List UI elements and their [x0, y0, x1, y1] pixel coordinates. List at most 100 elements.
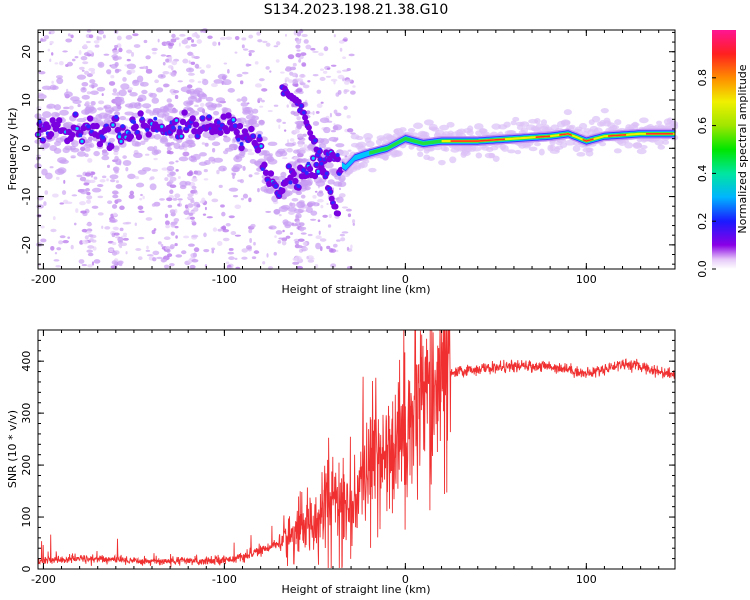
spectrogram-y-ticks: 20 10 0 -10 -20 [20, 31, 675, 265]
spectrogram-halo [135, 182, 145, 188]
spectrogram-halo [228, 187, 239, 192]
spectrogram-branch-blob [307, 130, 314, 137]
spectrogram-ridge-blob [248, 125, 255, 133]
spectrogram-noise-speck [292, 79, 299, 85]
spectrogram-ridge-blob [137, 110, 144, 117]
spectrogram-halo [241, 96, 248, 103]
spectrogram-noise-speck [165, 224, 170, 229]
spectrogram-noise-speck [112, 88, 118, 93]
spectrogram-noise-speck [253, 250, 260, 254]
spectrogram-noise-speck [189, 264, 196, 269]
colorbar-tick-label: 0.4 [696, 165, 709, 183]
spectrogram-noise-speck [262, 40, 268, 44]
spectrogram-halo [268, 225, 277, 230]
spectrogram-noise-speck [203, 232, 207, 238]
spectrogram-noise-speck [179, 202, 182, 207]
spectrogram-halo [90, 90, 99, 95]
spectrogram-halo [50, 111, 60, 118]
spectrogram-noise-speck [220, 204, 225, 208]
spectrogram-halo [42, 142, 51, 148]
spectrogram-branch-blob [305, 124, 312, 131]
spectrogram-noise-speck [129, 190, 135, 196]
spectrogram-halo [70, 147, 80, 153]
spectrogram-noise-speck [56, 247, 62, 251]
spectrogram-noise-speck [86, 249, 94, 253]
spectrogram-noise-speck [303, 39, 309, 44]
spectrogram-ridge-core [86, 124, 91, 129]
spectrogram-halo [171, 108, 179, 114]
spectrogram-halo [670, 120, 679, 127]
colorbar-tick-label: 0.8 [696, 69, 709, 87]
spectrogram-halo [312, 121, 320, 126]
spectrogram-noise-speck [241, 71, 249, 75]
spectrogram-halo [76, 118, 87, 123]
spectrogram-halo [197, 107, 205, 113]
spectrogram-noise-speck [73, 222, 77, 226]
spectrogram-noise-speck [298, 59, 302, 63]
spectrogram-noise-speck [174, 242, 178, 247]
spectrogram-halo [568, 124, 576, 130]
spectrogram-ridge-core [335, 152, 340, 157]
spectrogram-noise-speck [194, 63, 200, 69]
snr-y-tick-label: 300 [20, 403, 33, 424]
spectrogram-ridge-blob [135, 133, 143, 141]
spectrogram-noise-speck [225, 36, 233, 40]
spectrogram-noise-speck [212, 41, 217, 47]
spectrogram-noise-speck [84, 172, 92, 177]
spectrogram-halo [229, 143, 238, 149]
spectrogram-noise-speck [212, 147, 216, 153]
spectrogram-ridge-core [135, 130, 140, 135]
spectrogram-noise-speck [218, 41, 221, 46]
spectrogram-x-ticks: -200 -100 0 100 [31, 30, 660, 286]
spectrogram-noise-speck [201, 28, 209, 34]
spectrogram-noise-speck [273, 45, 279, 48]
spectrogram-noise-speck [297, 140, 305, 146]
spectrogram-noise-speck [110, 75, 115, 79]
spectrogram-noise-speck [211, 247, 216, 251]
spectrogram-ridge-core [260, 166, 265, 171]
spectrogram-halo [337, 181, 347, 187]
spectrogram-halo [59, 109, 69, 116]
spectrogram-ridge-core [111, 123, 115, 127]
spectrogram-halo [512, 116, 520, 122]
spectrogram-noise-speck [202, 213, 207, 216]
snr-x-tick-label: 100 [576, 573, 597, 586]
spectrogram-noise-speck [182, 58, 189, 64]
spectrogram-noise-speck [307, 259, 315, 263]
spectrogram-noise-speck [241, 44, 245, 49]
spectrogram-halo [101, 155, 110, 161]
spectrogram-noise-speck [160, 243, 164, 247]
spectrogram-halo [335, 143, 345, 148]
spectrogram-noise-speck [82, 239, 89, 245]
spectrogram-noise-speck [126, 49, 133, 54]
spectrogram-ridge-core [119, 139, 123, 144]
spectrogram-halo [443, 146, 450, 152]
spectrogram-noise-speck [61, 190, 67, 195]
spectrogram-ridge-blob [132, 123, 139, 130]
spectrogram-noise-speck [146, 254, 154, 257]
spectrogram-halo [198, 93, 208, 100]
spectrogram-halo [328, 136, 339, 142]
spectrogram-halo [335, 196, 344, 203]
spectrogram-noise-speck [132, 33, 139, 37]
spectrogram-halo [614, 119, 622, 126]
spectrogram-noise-speck [275, 41, 281, 46]
spectrogram-halo [632, 142, 643, 148]
spectrogram-noise-speck [172, 197, 178, 201]
spectrogram-noise-speck [254, 83, 262, 88]
spectrogram-noise-speck [87, 245, 95, 249]
spectrogram-noise-speck [241, 37, 247, 41]
spectrogram-halo [427, 156, 435, 161]
spectrogram-noise-speck [315, 235, 322, 240]
spectrogram-noise-speck [242, 193, 249, 199]
spectrogram-halo [109, 174, 119, 180]
spectrogram-noise-speck [98, 100, 105, 105]
spectrogram-halo [492, 155, 500, 162]
spectrogram-noise-speck [157, 241, 162, 245]
spectrogram-halo [96, 86, 106, 92]
spectrogram-noise-speck [112, 194, 119, 199]
spectrogram-noise-speck [216, 241, 223, 246]
spectrogram-halo [417, 151, 424, 158]
spectrogram-ridge-blob [334, 155, 341, 163]
